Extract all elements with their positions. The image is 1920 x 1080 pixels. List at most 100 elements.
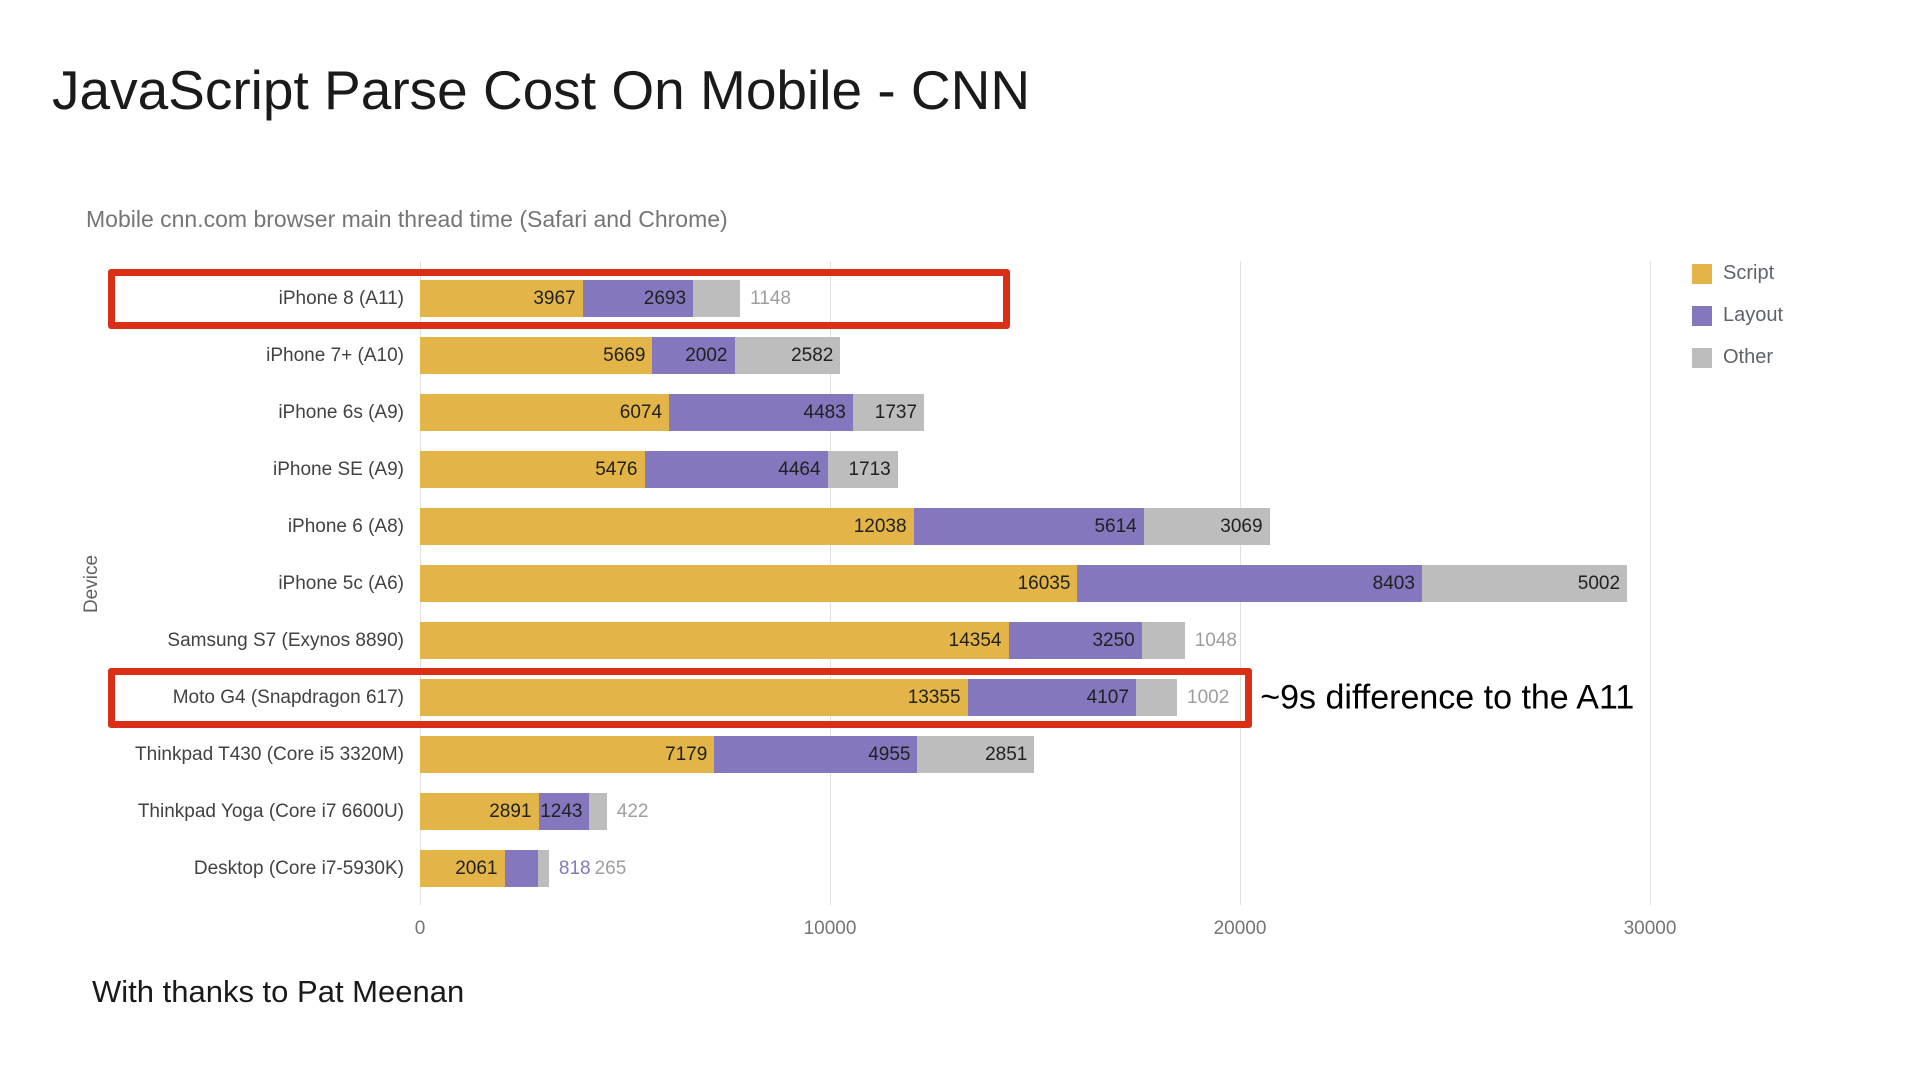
device-label: iPhone SE (A9)	[273, 458, 404, 480]
table-row: Thinkpad Yoga (Core i7 6600U) 2891 1243 422	[138, 783, 1880, 840]
table-row: Thinkpad T430 (Core i5 3320M) 7179 4955 285…	[135, 726, 1880, 783]
x-axis-tick-label: 10000	[803, 918, 857, 939]
bar-segment-other	[1141, 622, 1185, 659]
bar-value-label: 2002	[685, 345, 728, 366]
bar-value-label: 6074	[619, 402, 663, 423]
bar-value-label: 12038	[853, 516, 907, 537]
bar-value-label: 5669	[603, 345, 646, 366]
table-row: Samsung S7 (Exynos 8890) 14354 3250 1048	[167, 612, 1880, 669]
bar-value-label-outside: 422	[616, 800, 649, 822]
device-label: Thinkpad Yoga (Core i7 6600U)	[137, 800, 404, 822]
bar-outside-labels: 1002	[1187, 679, 1229, 716]
bar-value-label: 4464	[778, 459, 821, 480]
bar-segment-script: 5669	[420, 337, 653, 374]
y-axis-title: Device	[81, 554, 102, 613]
legend-item: Other	[1692, 346, 1783, 369]
device-label: iPhone 7+ (A10)	[266, 344, 404, 366]
table-row: iPhone 6s (A9) 6074 4483 1737	[278, 384, 1880, 441]
highlight-box	[108, 268, 1011, 329]
bar-value-label: 2061	[455, 858, 498, 879]
bar-segment-layout: 4955	[714, 736, 918, 773]
table-row: iPhone 7+ (A10) 5669 2002 2582	[266, 327, 1880, 384]
chart-subtitle: Mobile cnn.com browser main thread time …	[86, 206, 728, 232]
table-row: Moto G4 (Snapdragon 617) 13355 4107 1002	[173, 669, 1880, 726]
device-label: iPhone 6s (A9)	[278, 401, 404, 423]
x-axis-tick-label: 0	[414, 918, 426, 939]
x-axis-tick-label: 30000	[1623, 918, 1677, 939]
gridline	[1650, 261, 1651, 905]
bar-value-label: 3069	[1220, 516, 1263, 537]
legend: Script Layout Other	[1692, 262, 1783, 369]
footer-credit: With thanks to Pat Meenan	[92, 974, 465, 1009]
legend-item: Script	[1692, 262, 1783, 285]
bar-segment-script: 12038	[420, 508, 914, 545]
bar-value-label: 1243	[540, 801, 583, 822]
bar-value-label: 13355	[907, 687, 961, 708]
device-label: iPhone 6 (A8)	[287, 515, 404, 537]
bar-value-label: 2891	[489, 801, 532, 822]
bar-value-label-outside: 1148	[750, 287, 791, 309]
bar-value-label: 3250	[1092, 630, 1135, 651]
bar-segment-layout: 8403	[1077, 565, 1422, 602]
bar-segment-script: 16035	[420, 565, 1078, 602]
bar-segment-layout: 2693	[582, 280, 694, 317]
legend-swatch-script	[1692, 263, 1712, 284]
table-row: iPhone 8 (A11) 3967 2693 1148	[279, 270, 1880, 327]
bar-value-label: 4107	[1086, 687, 1129, 708]
highlight-annotation: ~9s difference to the A11	[1260, 678, 1635, 716]
bar-outside-labels: 818 265	[559, 850, 626, 887]
bar-value-label: 14354	[948, 630, 1002, 651]
bar-outside-labels: 1048	[1195, 622, 1237, 659]
legend-label: Script	[1723, 262, 1775, 284]
legend-label: Other	[1723, 346, 1774, 368]
bar-value-label: 2851	[985, 744, 1028, 765]
bar-segment-other	[1135, 679, 1178, 716]
x-axis-tick-label: 20000	[1213, 918, 1267, 939]
table-row: iPhone 6 (A8) 12038 5614 3069	[288, 498, 1880, 555]
bar-value-label: 4955	[868, 744, 911, 765]
bar-value-label: 4483	[803, 402, 846, 423]
bar-segment-layout: 2002	[652, 337, 735, 374]
bar-segment-script: 5476	[420, 451, 645, 488]
bar-segment-layout: 4464	[644, 451, 828, 488]
plot-area: iPhone 8 (A11) 3967 2693 1148 iPhone 7+ (A10…	[81, 261, 1880, 939]
bar-value-label: 2582	[791, 345, 834, 366]
bar-value-label-outside: 1002	[1187, 686, 1230, 708]
device-label: iPhone 8 (A11)	[278, 287, 404, 309]
bar-segment-other: 3069	[1143, 508, 1270, 545]
device-label: Thinkpad T430 (Core i5 3320M)	[135, 743, 404, 765]
bar-value-label-outside: 1048	[1194, 629, 1237, 651]
device-label: Samsung S7 (Exynos 8890)	[167, 629, 404, 651]
table-row: iPhone 5c (A6) 16035 8403 5002	[278, 555, 1880, 612]
bar-value-label: 2693	[643, 288, 687, 309]
bar-value-label-outside: 265	[594, 857, 627, 879]
bar-segment-script: 2891	[420, 793, 539, 830]
bar-segment-other: 1737	[852, 394, 925, 431]
device-label: iPhone 5c (A6)	[278, 572, 404, 594]
bar-segment-layout: 1243	[538, 793, 590, 830]
bar-value-label: 16035	[1017, 573, 1071, 594]
bar-segment-layout: 4483	[669, 394, 853, 431]
bar-segment-script: 14354	[420, 622, 1009, 659]
bar-segment-other: 5002	[1421, 565, 1628, 602]
bar-value-label-outside: 818	[558, 857, 591, 879]
bar-segment-script: 7179	[420, 736, 715, 773]
bar-segment-other: 2582	[734, 337, 841, 374]
device-label: Desktop (Core i7-5930K)	[193, 857, 404, 879]
bar-segment-layout: 4107	[967, 679, 1136, 716]
bar-value-label: 1713	[848, 459, 891, 480]
legend-swatch-layout	[1692, 305, 1712, 326]
highlight-box	[108, 667, 1253, 728]
table-row: Desktop (Core i7-5930K) 2061 818 265	[194, 840, 1880, 897]
legend-swatch-other	[1692, 347, 1712, 368]
bar-value-label: 5614	[1094, 516, 1137, 537]
bar-segment-other: 2851	[917, 736, 1035, 773]
bar-value-label: 1737	[874, 402, 918, 423]
bar-value-label: 3967	[533, 288, 576, 309]
bar-segment-script: 2061	[420, 850, 505, 887]
table-row: iPhone SE (A9) 5476 4464 1713	[273, 441, 1880, 498]
bar-segment-layout: 3250	[1008, 622, 1142, 659]
bar-segment-other	[538, 850, 549, 887]
bar-segment-other	[589, 793, 607, 830]
